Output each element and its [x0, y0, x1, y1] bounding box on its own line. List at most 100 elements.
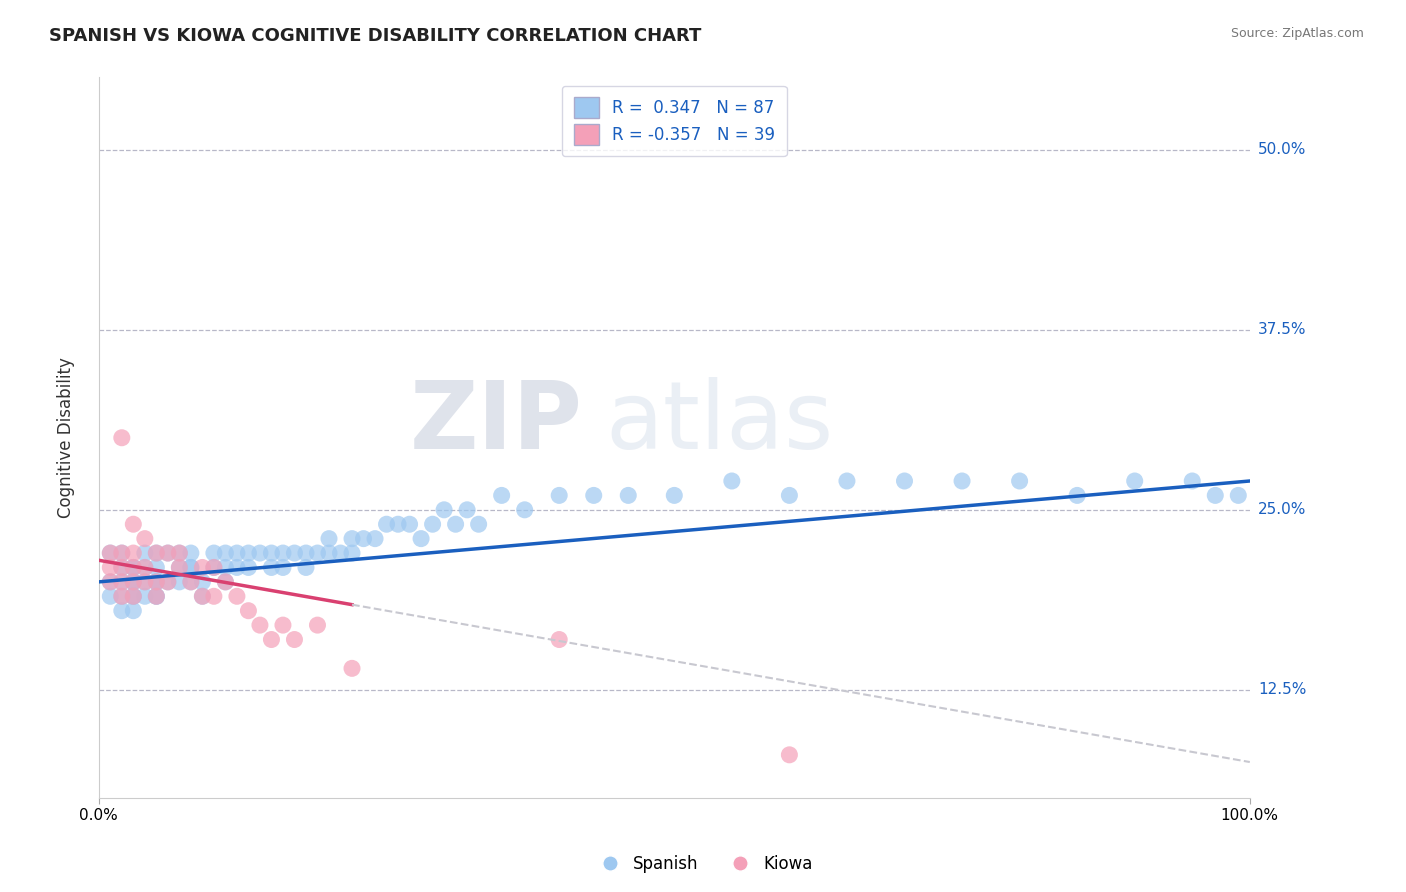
Point	[145, 574, 167, 589]
Point	[98, 574, 121, 589]
Point	[98, 546, 121, 560]
Point	[422, 517, 444, 532]
Point	[283, 632, 305, 647]
Point	[122, 517, 145, 532]
Point	[191, 589, 214, 603]
Point	[721, 474, 744, 488]
Point	[375, 517, 398, 532]
Text: 37.5%: 37.5%	[1258, 322, 1306, 337]
Point	[122, 574, 145, 589]
Point	[226, 560, 249, 574]
Point	[1123, 474, 1146, 488]
Point	[778, 747, 800, 762]
Text: Source: ZipAtlas.com: Source: ZipAtlas.com	[1230, 27, 1364, 40]
Point	[513, 503, 536, 517]
Point	[145, 546, 167, 560]
Point	[111, 589, 134, 603]
Point	[111, 431, 134, 445]
Point	[202, 546, 225, 560]
Point	[214, 560, 236, 574]
Text: 50.0%: 50.0%	[1258, 142, 1306, 157]
Point	[340, 546, 363, 560]
Point	[169, 546, 191, 560]
Point	[145, 574, 167, 589]
Point	[111, 574, 134, 589]
Point	[122, 546, 145, 560]
Point	[260, 632, 283, 647]
Point	[191, 560, 214, 574]
Point	[202, 560, 225, 574]
Point	[353, 532, 375, 546]
Point	[548, 488, 571, 502]
Point	[122, 589, 145, 603]
Point	[111, 574, 134, 589]
Legend: R =  0.347   N = 87, R = -0.357   N = 39: R = 0.347 N = 87, R = -0.357 N = 39	[562, 86, 786, 156]
Point	[111, 560, 134, 574]
Point	[134, 560, 156, 574]
Point	[778, 488, 800, 502]
Point	[122, 589, 145, 603]
Point	[180, 574, 202, 589]
Legend: Spanish, Kiowa: Spanish, Kiowa	[586, 848, 820, 880]
Point	[249, 618, 271, 632]
Point	[134, 574, 156, 589]
Point	[226, 546, 249, 560]
Point	[295, 560, 318, 574]
Point	[156, 546, 179, 560]
Point	[318, 532, 340, 546]
Point	[180, 560, 202, 574]
Point	[214, 574, 236, 589]
Point	[364, 532, 387, 546]
Point	[433, 503, 456, 517]
Point	[1008, 474, 1031, 488]
Point	[214, 574, 236, 589]
Point	[226, 589, 249, 603]
Point	[1181, 474, 1204, 488]
Point	[122, 560, 145, 574]
Point	[180, 560, 202, 574]
Point	[582, 488, 605, 502]
Point	[893, 474, 915, 488]
Point	[548, 632, 571, 647]
Point	[329, 546, 352, 560]
Point	[617, 488, 640, 502]
Text: atlas: atlas	[605, 377, 834, 469]
Point	[134, 560, 156, 574]
Point	[98, 560, 121, 574]
Point	[122, 589, 145, 603]
Point	[145, 589, 167, 603]
Point	[340, 661, 363, 675]
Point	[98, 589, 121, 603]
Point	[1066, 488, 1088, 502]
Text: 12.5%: 12.5%	[1258, 682, 1306, 698]
Point	[1204, 488, 1226, 502]
Point	[169, 560, 191, 574]
Point	[111, 546, 134, 560]
Point	[260, 560, 283, 574]
Point	[156, 574, 179, 589]
Point	[238, 604, 260, 618]
Point	[169, 546, 191, 560]
Point	[444, 517, 467, 532]
Point	[950, 474, 973, 488]
Point	[134, 546, 156, 560]
Point	[340, 532, 363, 546]
Point	[238, 546, 260, 560]
Point	[122, 560, 145, 574]
Point	[260, 546, 283, 560]
Point	[180, 546, 202, 560]
Point	[387, 517, 409, 532]
Point	[491, 488, 513, 502]
Text: SPANISH VS KIOWA COGNITIVE DISABILITY CORRELATION CHART: SPANISH VS KIOWA COGNITIVE DISABILITY CO…	[49, 27, 702, 45]
Point	[122, 574, 145, 589]
Point	[111, 560, 134, 574]
Text: ZIP: ZIP	[409, 377, 582, 469]
Point	[122, 604, 145, 618]
Point	[307, 618, 329, 632]
Point	[180, 574, 202, 589]
Point	[169, 574, 191, 589]
Point	[398, 517, 420, 532]
Point	[238, 560, 260, 574]
Point	[191, 589, 214, 603]
Point	[202, 589, 225, 603]
